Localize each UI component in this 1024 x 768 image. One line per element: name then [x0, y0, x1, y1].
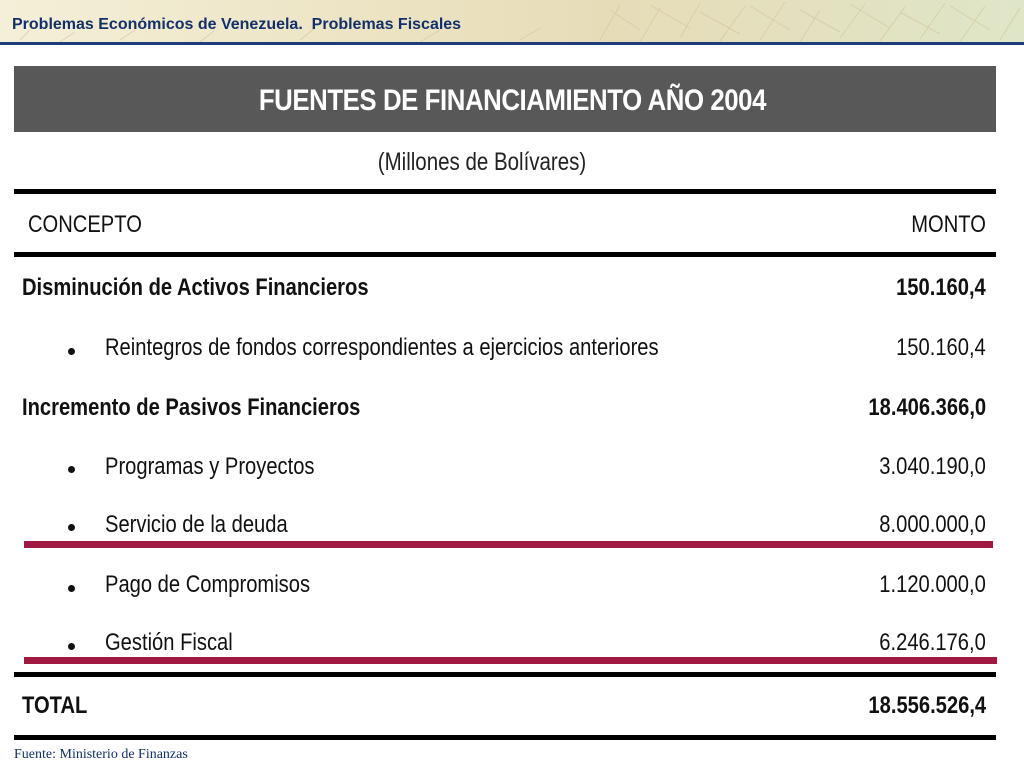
slide-title: Problemas Económicos de Venezuela. Probl… [12, 16, 462, 33]
row-label-disminucion: Disminución de Activos Financieros [22, 274, 369, 301]
row-value-reintegros: 150.160,4 [896, 334, 986, 361]
bullet-icon [68, 643, 75, 650]
total-value: 18.556.526,4 [868, 692, 986, 719]
column-header-concept: CONCEPTO [28, 211, 142, 238]
row-value-incremento: 18.406.366,0 [868, 394, 986, 421]
header-pattern-decoration [19, 1, 1021, 43]
table-title: FUENTES DE FINANCIAMIENTO AÑO 2004 [258, 84, 767, 117]
row-value-servicio: 8.000.000,0 [879, 511, 986, 538]
source-note: Fuente: Ministerio de Finanzas [14, 747, 188, 762]
column-header-amount: MONTO [911, 211, 986, 238]
row-label-gestion: Gestión Fiscal [105, 629, 233, 656]
table-top-rule [14, 189, 996, 194]
total-label: TOTAL [22, 692, 88, 719]
table-bottom-rule [14, 735, 996, 740]
row-label-pago: Pago de Compromisos [105, 571, 311, 598]
row-label-programas: Programas y Proyectos [105, 453, 315, 480]
row-value-programas: 3.040.190,0 [879, 453, 986, 480]
row-label-servicio: Servicio de la deuda [105, 511, 288, 538]
header-divider [0, 42, 1024, 45]
row-value-gestion: 6.246.176,0 [879, 629, 986, 656]
table-subtitle: (Millones de Bolívares) [377, 148, 587, 176]
row-value-pago: 1.120.000,0 [879, 571, 986, 598]
table-title-banner [14, 66, 996, 132]
slide-header: Problemas Económicos de Venezuela. Probl… [0, 0, 1024, 44]
row-label-incremento: Incremento de Pasivos Financieros [22, 394, 361, 421]
highlight-line [24, 541, 993, 548]
row-value-disminucion: 150.160,4 [896, 274, 986, 301]
highlight-line [24, 657, 997, 664]
column-header-rule [14, 252, 996, 257]
bullet-icon [68, 585, 75, 592]
bullet-icon [68, 348, 75, 355]
bullet-icon [68, 466, 75, 473]
total-top-rule [14, 672, 996, 677]
bullet-icon [68, 524, 75, 531]
row-label-reintegros: Reintegros de fondos correspondientes a … [105, 334, 659, 361]
